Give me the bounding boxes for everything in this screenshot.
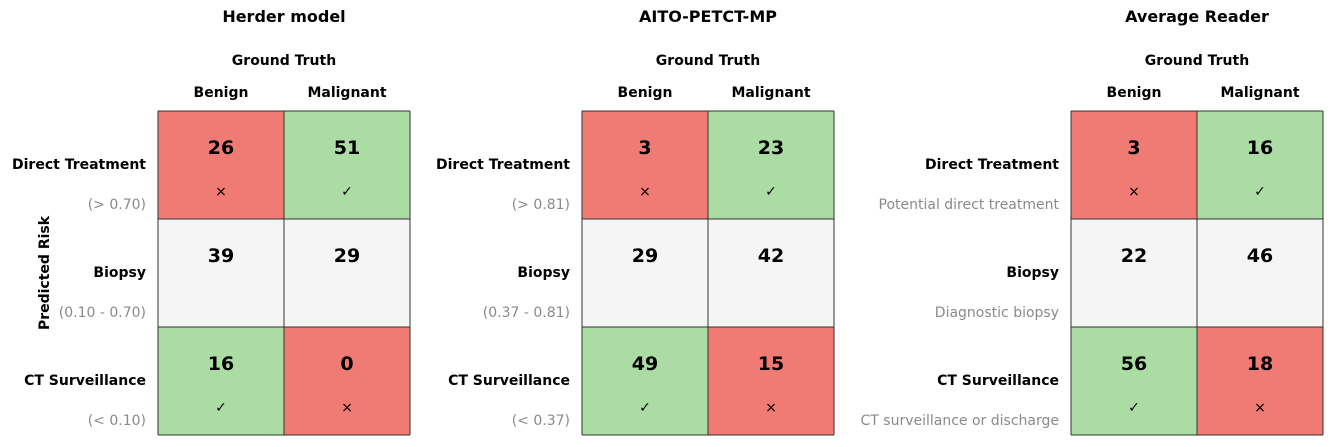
cell-value: 51 bbox=[334, 137, 360, 159]
row-label: Biopsy bbox=[1006, 265, 1059, 281]
row-label: Direct Treatment bbox=[925, 157, 1059, 173]
cell-value: 16 bbox=[1247, 137, 1273, 159]
cell-value: 56 bbox=[1121, 353, 1147, 375]
row-label: CT Surveillance bbox=[24, 373, 146, 389]
row-label: Direct Treatment bbox=[436, 157, 570, 173]
row-sublabel: (0.37 - 0.81) bbox=[483, 305, 570, 321]
row-sublabel: (> 0.70) bbox=[88, 197, 146, 213]
row-label: Biopsy bbox=[517, 265, 570, 281]
column-label: Malignant bbox=[1220, 85, 1299, 101]
cell-value: 15 bbox=[758, 353, 784, 375]
matrix-cell bbox=[1197, 111, 1323, 219]
matrix-cell bbox=[582, 327, 708, 435]
cross-icon: × bbox=[639, 184, 651, 200]
cell-value: 0 bbox=[340, 353, 353, 375]
cell-value: 18 bbox=[1247, 353, 1273, 375]
row-sublabel: (> 0.81) bbox=[512, 197, 570, 213]
cell-value: 22 bbox=[1121, 245, 1147, 267]
row-sublabel: (0.10 - 0.70) bbox=[59, 305, 146, 321]
panel-title: Herder model bbox=[222, 7, 345, 26]
cell-value: 16 bbox=[208, 353, 234, 375]
matrix-cell bbox=[1071, 219, 1197, 327]
check-icon: ✓ bbox=[341, 184, 353, 200]
row-label: CT Surveillance bbox=[937, 373, 1059, 389]
row-label: Biopsy bbox=[93, 265, 146, 281]
column-label: Benign bbox=[194, 85, 249, 101]
cell-value: 42 bbox=[758, 245, 784, 267]
matrix-cell bbox=[1197, 219, 1323, 327]
row-sublabel: (< 0.37) bbox=[512, 413, 570, 429]
row-sublabel: Diagnostic biopsy bbox=[935, 305, 1059, 321]
check-icon: ✓ bbox=[1254, 184, 1266, 200]
column-label: Malignant bbox=[731, 85, 810, 101]
matrix-cell bbox=[1197, 327, 1323, 435]
cell-value: 3 bbox=[1127, 137, 1140, 159]
cell-value: 23 bbox=[758, 137, 784, 159]
matrix-cell bbox=[158, 111, 284, 219]
ground-truth-header: Ground Truth bbox=[232, 53, 336, 69]
column-label: Benign bbox=[1107, 85, 1162, 101]
matrix-cell bbox=[708, 327, 834, 435]
check-icon: ✓ bbox=[765, 184, 777, 200]
matrix-cell bbox=[284, 327, 410, 435]
matrix-cell bbox=[582, 219, 708, 327]
column-label: Benign bbox=[618, 85, 673, 101]
matrix-cell bbox=[1071, 327, 1197, 435]
panel-title: AITO-PETCT-MP bbox=[639, 7, 777, 26]
matrix-cell bbox=[582, 111, 708, 219]
column-label: Malignant bbox=[307, 85, 386, 101]
cell-value: 3 bbox=[638, 137, 651, 159]
matrix-cell bbox=[708, 219, 834, 327]
row-label: CT Surveillance bbox=[448, 373, 570, 389]
cross-icon: × bbox=[765, 400, 777, 416]
row-label: Direct Treatment bbox=[12, 157, 146, 173]
check-icon: ✓ bbox=[639, 400, 651, 416]
row-sublabel: CT surveillance or discharge bbox=[861, 413, 1059, 429]
y-axis-label: Predicted Risk bbox=[37, 215, 53, 330]
panel-title: Average Reader bbox=[1125, 7, 1269, 26]
row-sublabel: Potential direct treatment bbox=[879, 197, 1060, 213]
matrix-cell bbox=[708, 111, 834, 219]
cross-icon: × bbox=[1254, 400, 1266, 416]
row-sublabel: (< 0.10) bbox=[88, 413, 146, 429]
cross-icon: × bbox=[1128, 184, 1140, 200]
matrix-cell bbox=[158, 219, 284, 327]
cell-value: 29 bbox=[334, 245, 360, 267]
matrix-cell bbox=[284, 219, 410, 327]
matrix-cell bbox=[158, 327, 284, 435]
cell-value: 49 bbox=[632, 353, 658, 375]
check-icon: ✓ bbox=[215, 400, 227, 416]
ground-truth-header: Ground Truth bbox=[1145, 53, 1249, 69]
cell-value: 26 bbox=[208, 137, 234, 159]
cross-icon: × bbox=[215, 184, 227, 200]
cell-value: 29 bbox=[632, 245, 658, 267]
cell-value: 46 bbox=[1247, 245, 1273, 267]
cell-value: 39 bbox=[208, 245, 234, 267]
matrix-cell bbox=[284, 111, 410, 219]
matrix-cell bbox=[1071, 111, 1197, 219]
cross-icon: × bbox=[341, 400, 353, 416]
ground-truth-header: Ground Truth bbox=[656, 53, 760, 69]
check-icon: ✓ bbox=[1128, 400, 1140, 416]
